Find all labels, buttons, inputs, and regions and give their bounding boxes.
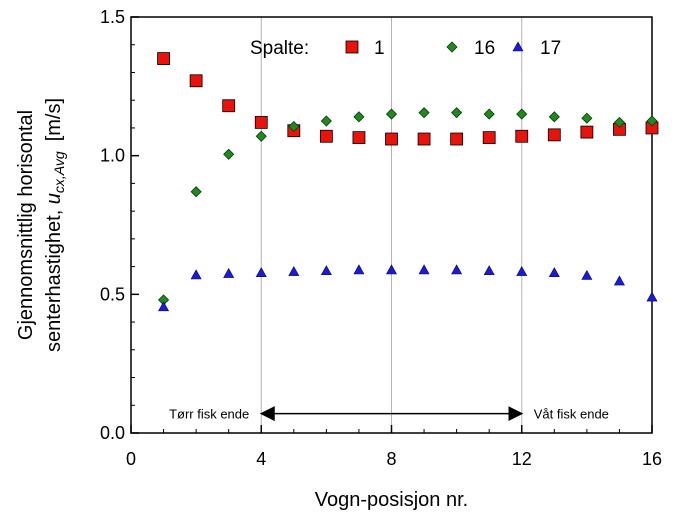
series-1-point — [189, 74, 203, 88]
y-tick-label: 1.5 — [100, 7, 125, 27]
annotation-label: Våt fisk ende — [534, 407, 609, 422]
series-16-point — [190, 186, 202, 198]
series-1-point — [450, 132, 464, 146]
y-tick-label: 0.0 — [100, 423, 125, 443]
legend-label-1: 1 — [374, 38, 385, 59]
x-tick-label: 0 — [126, 449, 136, 469]
series-17-point — [483, 265, 495, 276]
series-16-point — [581, 112, 593, 124]
y-tick-label: 0.5 — [100, 284, 125, 304]
series-1-point — [547, 128, 561, 142]
series-16-point — [451, 107, 463, 119]
series-16-point — [516, 108, 528, 120]
series-17-point — [288, 265, 300, 276]
y-axis-title-prefix: senterhastighet, — [43, 204, 65, 352]
series-17-point — [320, 265, 332, 276]
series-17-point — [223, 267, 235, 278]
series-1-point — [515, 129, 529, 143]
y-axis-title-line1: Gjennomsnittlig horisontal — [15, 110, 37, 340]
x-tick-label: 8 — [386, 449, 396, 469]
x-axis-title: Vogn-posisjon nr. — [315, 489, 468, 511]
legend-title: Spalte: — [250, 38, 309, 59]
series-1-point — [254, 115, 268, 129]
series-1-point — [580, 125, 594, 139]
series-17-point — [190, 269, 202, 280]
series-17-point — [418, 264, 430, 275]
series-17-point — [158, 301, 170, 312]
legend-marker-1 — [345, 40, 359, 54]
grid-lines — [260, 17, 523, 433]
y-axis-title-symbol: u — [43, 193, 65, 204]
series-16-point — [613, 116, 626, 128]
series-17-point — [581, 269, 593, 280]
data-markers — [157, 52, 659, 312]
x-tick-label: 4 — [256, 449, 266, 469]
series-17-point — [353, 264, 365, 275]
series-1-point — [157, 52, 170, 65]
series-17-point — [516, 265, 528, 276]
series-1-point — [222, 99, 236, 113]
y-tick-label: 1.0 — [100, 146, 125, 166]
x-tick-label: 12 — [512, 449, 532, 469]
y-axis-title-unit: [m/s] — [43, 98, 65, 141]
series-16-point — [288, 120, 300, 133]
axis-ticks: 0 4 8 12 16 0.0 0.5 1.0 1.5 — [100, 7, 662, 469]
series-16-point — [255, 130, 267, 142]
legend-label-16: 16 — [474, 38, 495, 59]
series-17-point — [646, 291, 658, 302]
series-16-point — [385, 108, 398, 120]
y-axis-title-subscript: cx,Avg — [51, 151, 67, 193]
legend-marker-17 — [512, 41, 524, 52]
x-tick-label: 16 — [642, 449, 662, 469]
series-16-point — [223, 148, 235, 160]
series-17-point — [451, 264, 463, 275]
series-16-point — [353, 111, 365, 123]
series-1-point — [319, 129, 333, 143]
series-16-point — [548, 111, 560, 123]
annotations: Tørr fisk ende Våt fisk ende — [169, 406, 609, 422]
series-16-point — [418, 107, 430, 119]
series-1-point — [482, 131, 496, 145]
y-axis-title-line2: senterhastighet, ucx,Avg [m/s] — [43, 98, 67, 352]
series-17-point — [613, 275, 625, 286]
series-1-point — [417, 132, 431, 146]
series-16-point — [646, 115, 658, 127]
legend-label-17: 17 — [540, 38, 561, 59]
series-1-point — [385, 132, 398, 146]
legend-marker-16 — [446, 41, 458, 53]
annotation-label: Tørr fisk ende — [169, 407, 249, 422]
series-16-point — [320, 115, 332, 127]
legend: Spalte: 1 16 17 — [250, 38, 561, 59]
series-16-point — [483, 108, 495, 120]
series-1-point — [352, 131, 366, 145]
series-17-point — [255, 267, 267, 278]
series-17-point — [548, 267, 560, 278]
series-17-point — [385, 264, 398, 275]
